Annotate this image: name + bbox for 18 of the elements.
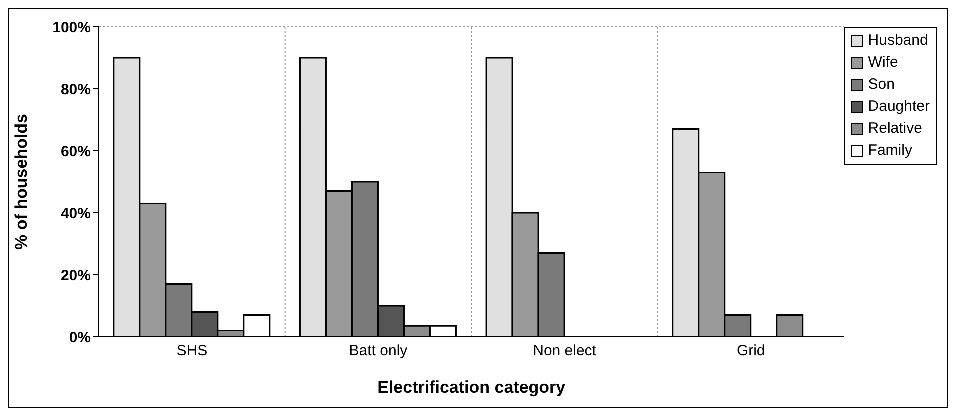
legend-label: Wife	[868, 53, 898, 73]
legend-label: Relative	[868, 119, 922, 139]
legend-label: Husband	[868, 31, 928, 51]
y-tick-label: 60%	[60, 143, 91, 160]
x-tick-label: Batt only	[349, 342, 408, 360]
y-tick-label: 40%	[60, 205, 91, 222]
y-axis-title: % of households	[12, 114, 32, 250]
x-tick-label: Non elect	[533, 342, 598, 360]
x-axis-title: Electrification category	[378, 378, 566, 397]
y-tick-label: 20%	[60, 267, 91, 284]
legend-label: Family	[868, 141, 912, 161]
y-tick-label: 80%	[60, 81, 91, 98]
x-tick-label: SHS	[176, 342, 208, 360]
y-tick-label: 100%	[52, 19, 91, 36]
legend-label: Daughter	[868, 97, 930, 117]
y-tick-label: 0%	[69, 329, 91, 346]
x-tick-label: Grid	[736, 342, 766, 360]
legend-label: Son	[868, 75, 895, 95]
